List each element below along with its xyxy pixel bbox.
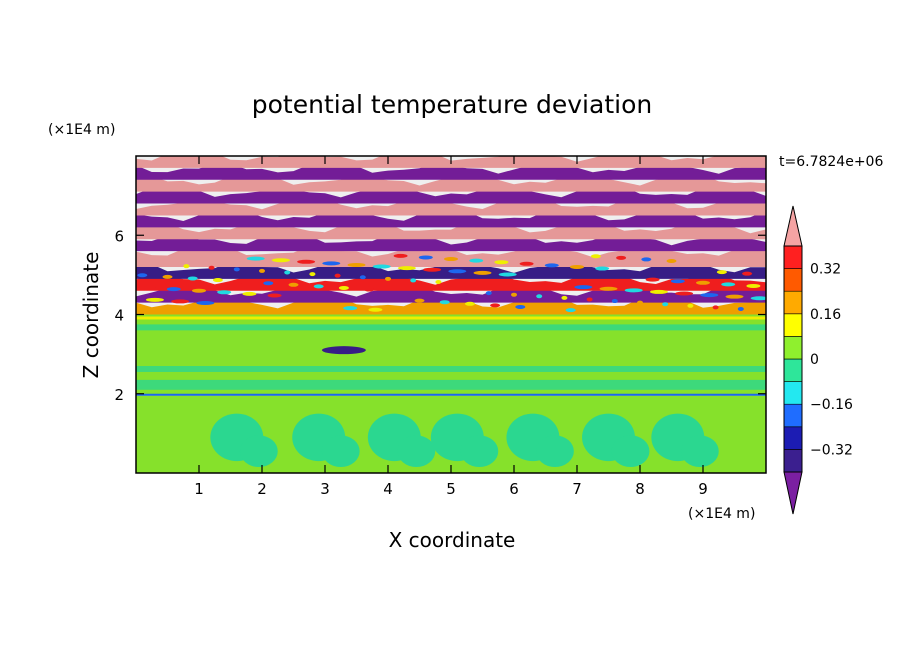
- colorbar-swatch: [783, 426, 803, 450]
- colorbar-swatch: [783, 358, 803, 382]
- y-axis-ticks: 2 4 6: [114, 227, 766, 404]
- x-tick-label: 7: [572, 480, 582, 498]
- y-tick-label: 4: [114, 307, 124, 325]
- x-tick-label: 4: [383, 480, 393, 498]
- colorbar-swatch: [783, 449, 803, 473]
- colorbar-swatch: [783, 245, 803, 269]
- heatmap-field: [136, 156, 766, 473]
- y-axis-label: Z coordinate: [79, 252, 103, 379]
- colorbar-extend-high: [783, 205, 803, 247]
- x-axis-ticks: 1 2 3 4 5 6 7 8 9: [194, 156, 708, 498]
- colorbar-swatch: [783, 381, 803, 405]
- x-tick-label: 5: [446, 480, 456, 498]
- y-axis-unit: (×1E4 m): [48, 122, 115, 138]
- colorbar-tick-label: 0.16: [810, 307, 841, 323]
- colorbar-tick-label: −0.32: [810, 442, 853, 458]
- x-tick-label: 3: [320, 480, 330, 498]
- colorbar: 0.32 0.16 0 −0.16 −0.32: [783, 205, 853, 515]
- colorbar-swatch: [783, 268, 803, 292]
- x-tick-label: 2: [257, 480, 267, 498]
- y-tick-label: 6: [114, 227, 124, 245]
- colorbar-tick-label: 0.32: [810, 262, 841, 278]
- chart-title: potential temperature deviation: [252, 90, 652, 119]
- x-tick-label: 6: [509, 480, 519, 498]
- colorbar-frame: [783, 245, 803, 473]
- x-tick-label: 9: [698, 480, 708, 498]
- colorbar-swatch: [783, 290, 803, 315]
- noise-texture: [136, 156, 766, 473]
- colorbar-swatch: [783, 336, 803, 360]
- x-axis-unit: (×1E4 m): [688, 506, 755, 522]
- colorbar-swatch: [783, 313, 803, 337]
- x-tick-label: 1: [194, 480, 204, 498]
- y-tick-label: 2: [114, 386, 124, 404]
- time-label: t=6.7824e+06: [779, 154, 883, 170]
- colorbar-tick-label: 0: [810, 352, 819, 368]
- colorbar-swatch: [783, 403, 803, 428]
- colorbar-extend-low: [783, 471, 803, 515]
- x-tick-label: 8: [635, 480, 645, 498]
- x-axis-label: X coordinate: [389, 528, 516, 552]
- colorbar-tick-label: −0.16: [810, 397, 853, 413]
